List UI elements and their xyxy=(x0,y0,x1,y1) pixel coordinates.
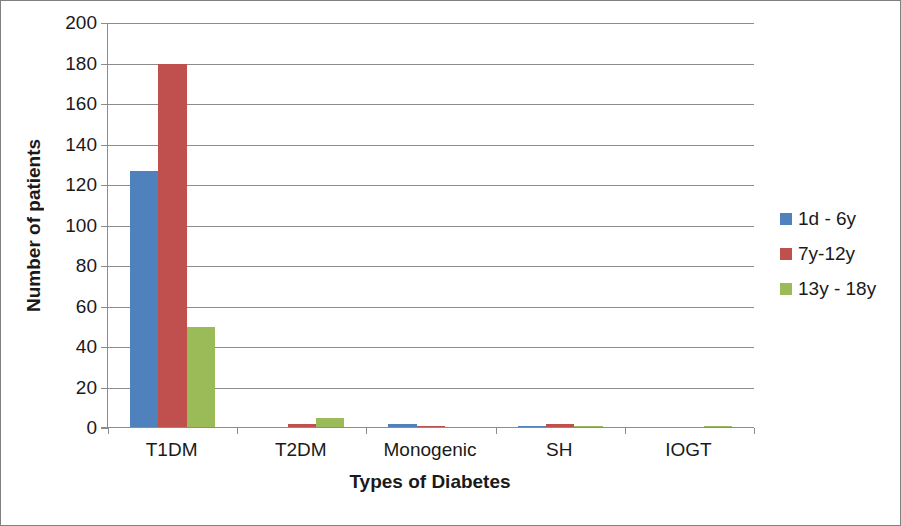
bar-t1dm-13y-18y xyxy=(187,327,215,428)
x-axis-tick-mark xyxy=(496,428,497,434)
category-slot-t1dm xyxy=(108,23,237,428)
y-tick-label: 120 xyxy=(65,174,97,196)
y-tick-label: 160 xyxy=(65,93,97,115)
x-axis-tick-mark xyxy=(108,428,109,434)
bar-slots xyxy=(108,23,754,428)
category-label-iogt: IOGT xyxy=(624,439,753,461)
y-axis-tick-mark xyxy=(101,23,108,24)
chart-canvas: Number of patients 020406080100120140160… xyxy=(0,0,901,526)
legend-label: 7y-12y xyxy=(798,243,855,265)
legend-swatch xyxy=(780,213,792,225)
plot-area xyxy=(107,23,754,428)
y-tick-label: 40 xyxy=(76,336,97,358)
y-axis-tick-mark xyxy=(101,266,108,267)
y-tick-label: 60 xyxy=(76,296,97,318)
y-tick-label: 0 xyxy=(86,417,97,439)
legend: 1d - 6y 7y-12y 13y - 18y xyxy=(780,208,876,300)
y-axis-tick-mark xyxy=(101,307,108,308)
y-axis-tick-mark xyxy=(101,64,108,65)
x-axis-title: Types of Diabetes xyxy=(107,471,753,493)
y-axis-tick-mark xyxy=(101,388,108,389)
y-axis-tick-mark xyxy=(101,347,108,348)
legend-item: 7y-12y xyxy=(780,243,876,265)
category-slot-monogenic xyxy=(366,23,495,428)
x-axis-tick-mark xyxy=(754,428,755,434)
category-label-t2dm: T2DM xyxy=(236,439,365,461)
legend-swatch xyxy=(780,248,792,260)
category-slot-t2dm xyxy=(237,23,366,428)
legend-swatch xyxy=(780,283,792,295)
y-axis-tick-labels: 020406080100120140160180200 xyxy=(1,23,97,428)
legend-label: 13y - 18y xyxy=(798,278,876,300)
legend-label: 1d - 6y xyxy=(798,208,856,230)
category-slot-sh xyxy=(496,23,625,428)
x-axis-tick-mark xyxy=(625,428,626,434)
category-label-monogenic: Monogenic xyxy=(365,439,494,461)
x-axis-tick-mark xyxy=(366,428,367,434)
x-axis-tick-mark xyxy=(237,428,238,434)
y-axis-tick-mark xyxy=(101,428,108,429)
y-tick-label: 80 xyxy=(76,255,97,277)
y-tick-label: 140 xyxy=(65,134,97,156)
y-tick-label: 180 xyxy=(65,53,97,75)
bar-t1dm-1d-6y xyxy=(130,171,158,428)
category-label-sh: SH xyxy=(495,439,624,461)
y-tick-label: 100 xyxy=(65,215,97,237)
y-axis-tick-mark xyxy=(101,145,108,146)
y-axis-tick-mark xyxy=(101,104,108,105)
x-axis-line xyxy=(101,427,754,428)
category-slot-iogt xyxy=(625,23,754,428)
legend-item: 13y - 18y xyxy=(780,278,876,300)
y-tick-label: 200 xyxy=(65,12,97,34)
legend-item: 1d - 6y xyxy=(780,208,876,230)
category-label-t1dm: T1DM xyxy=(107,439,236,461)
bar-t1dm-7y-12y xyxy=(158,64,186,429)
x-axis-category-labels: T1DMT2DMMonogenicSHIOGT xyxy=(107,439,753,461)
y-tick-label: 20 xyxy=(76,377,97,399)
y-axis-tick-mark xyxy=(101,226,108,227)
y-axis-tick-mark xyxy=(101,185,108,186)
